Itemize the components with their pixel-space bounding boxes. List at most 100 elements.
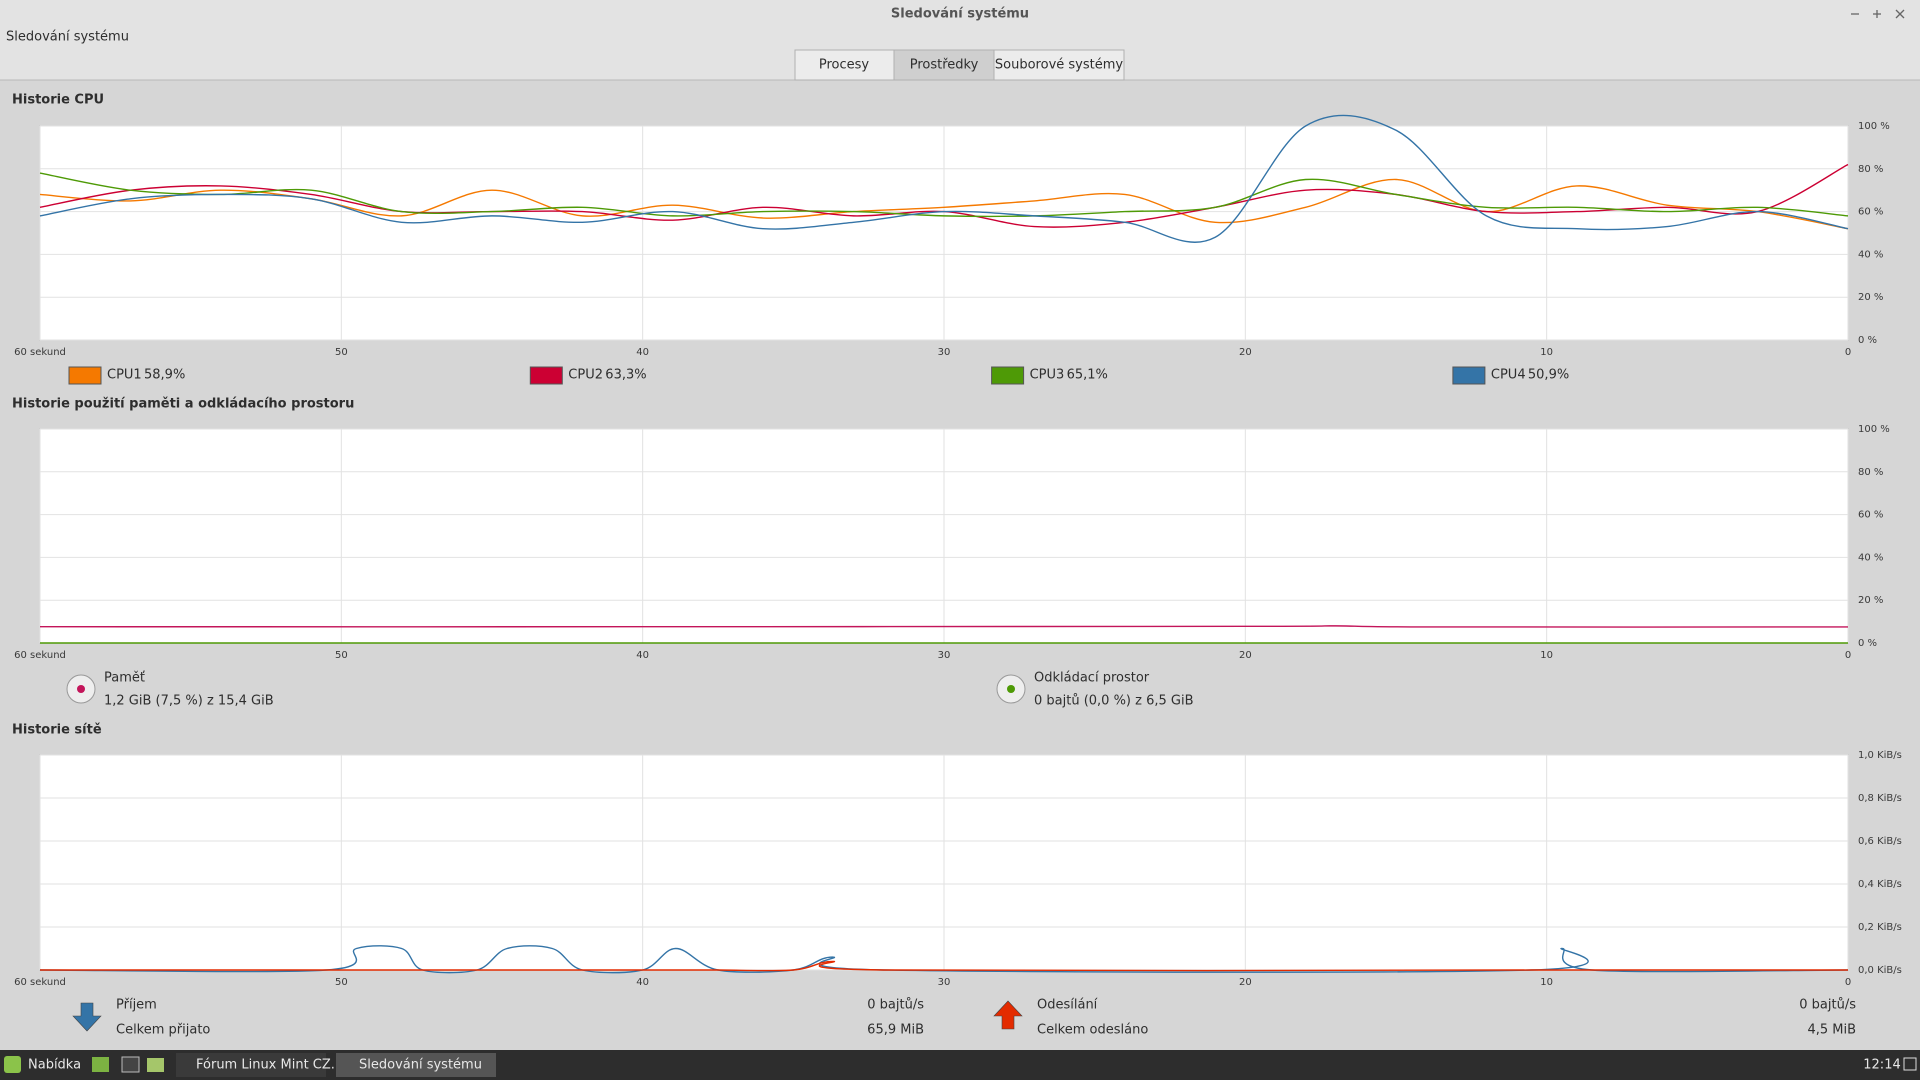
series-line [40, 960, 1848, 972]
x-tick-label: 0 [1845, 650, 1851, 661]
legend-reading: 0 bajtů (0,0 %) z 6,5 GiB [1034, 694, 1194, 709]
series-line [39, 625, 1849, 628]
series-line [39, 114, 1849, 243]
legend-rate: 0 bajtů/s [1799, 998, 1856, 1013]
task-button-active[interactable] [336, 1053, 496, 1077]
launcher[interactable] [121, 1056, 140, 1073]
legend-total-label: Celkem přijato [116, 1023, 210, 1038]
y-tick-label: 0,8 KiB/s [1858, 793, 1902, 804]
x-tick-label: 20 [1239, 347, 1252, 358]
x-tick-label: 50 [335, 650, 348, 661]
legend-name: CPU4 [1491, 368, 1526, 383]
x-tick-label: 30 [938, 347, 951, 358]
task-button[interactable] [176, 1053, 326, 1077]
legend-reading: 50,9% [1528, 368, 1569, 383]
y-tick-label: 0,4 KiB/s [1858, 879, 1902, 890]
legend-name: CPU3 [1030, 368, 1065, 383]
y-tick-label: 40 % [1858, 249, 1883, 260]
y-tick-label: 1,0 KiB/s [1858, 750, 1902, 761]
tab-label[interactable]: Prostředky [910, 58, 979, 73]
legend-name: Paměť [104, 671, 145, 686]
x-tick-label: 60 sekund [14, 650, 66, 661]
app-label: Sledování systému [6, 30, 129, 45]
window-controls[interactable] [1851, 9, 1905, 19]
y-tick-label: 0,6 KiB/s [1858, 836, 1902, 847]
y-tick-label: 100 % [1858, 121, 1890, 132]
x-tick-label: 60 sekund [14, 977, 66, 988]
x-tick-label: 40 [636, 977, 649, 988]
legend-rate: 0 bajtů/s [867, 998, 924, 1013]
y-tick-label: 100 % [1858, 424, 1890, 435]
legend-name: CPU2 [568, 368, 603, 383]
x-tick-label: 30 [938, 977, 951, 988]
x-tick-label: 20 [1239, 650, 1252, 661]
section-title: Historie CPU [12, 93, 104, 108]
legend-total: 4,5 MiB [1807, 1023, 1856, 1038]
legend-reading: 63,3% [605, 368, 646, 383]
legend-total: 65,9 MiB [867, 1023, 924, 1038]
y-tick-label: 20 % [1858, 595, 1883, 606]
legend-dot [77, 685, 85, 693]
legend-swatch [991, 366, 1025, 385]
series-line [39, 172, 1849, 218]
task-label[interactable]: Fórum Linux Mint CZ... [196, 1058, 343, 1073]
y-tick-label: 20 % [1858, 292, 1883, 303]
launcher[interactable] [92, 1057, 109, 1072]
legend-reading: 1,2 GiB (7,5 %) z 15,4 GiB [104, 694, 274, 709]
series-line [39, 945, 1849, 974]
x-tick-label: 20 [1239, 977, 1252, 988]
y-tick-label: 60 % [1858, 207, 1883, 218]
clock: 12:14 [1863, 1058, 1900, 1073]
tab-active[interactable] [893, 49, 995, 81]
taskbar: Nabídka Fórum Linux Mint CZ... Sledování… [0, 1050, 1920, 1080]
legend-reading: 58,9% [144, 368, 185, 383]
y-tick-label: 0,2 KiB/s [1858, 922, 1902, 933]
tab-label[interactable]: Souborové systémy [995, 58, 1123, 73]
tabs: Procesy Prostředky Souborové systémy [794, 49, 1125, 81]
legend-name: CPU1 [107, 368, 142, 383]
x-tick-label: 10 [1540, 977, 1553, 988]
y-tick-label: 0 % [1858, 638, 1877, 649]
y-tick-label: 80 % [1858, 164, 1883, 175]
tab[interactable] [993, 49, 1125, 81]
y-tick-label: 80 % [1858, 467, 1883, 478]
legend-swatch [1452, 366, 1486, 385]
legend-arrow [72, 1002, 102, 1032]
legend-name: Příjem [116, 998, 157, 1013]
x-tick-label: 10 [1540, 650, 1553, 661]
x-tick-label: 60 sekund [14, 347, 66, 358]
x-tick-label: 30 [938, 650, 951, 661]
y-tick-label: 0,0 KiB/s [1858, 965, 1902, 976]
legend-total-label: Celkem odesláno [1037, 1023, 1148, 1038]
tab-label[interactable]: Procesy [819, 58, 870, 73]
task-label[interactable]: Sledování systému [359, 1058, 482, 1073]
legend-swatch [68, 366, 102, 385]
x-tick-label: 0 [1845, 347, 1851, 358]
menu-icon[interactable] [4, 1056, 21, 1073]
legend-reading: 65,1% [1067, 368, 1108, 383]
window-title: Sledování systému [891, 7, 1029, 22]
legend-swatch [529, 366, 563, 385]
section-title: Historie sítě [12, 723, 102, 738]
legend-arrow [993, 1000, 1023, 1030]
x-tick-label: 0 [1845, 977, 1851, 988]
legend-dot [1007, 685, 1015, 693]
series-line [39, 178, 1849, 230]
x-tick-label: 50 [335, 977, 348, 988]
x-tick-label: 40 [636, 347, 649, 358]
y-tick-label: 40 % [1858, 552, 1883, 563]
x-tick-label: 10 [1540, 347, 1553, 358]
y-tick-label: 60 % [1858, 510, 1883, 521]
legend-name: Odesílání [1037, 998, 1098, 1013]
y-tick-label: 0 % [1858, 335, 1877, 346]
section-title: Historie použití paměti a odkládacího pr… [12, 397, 354, 412]
legend-name: Odkládací prostor [1034, 671, 1150, 686]
launcher[interactable] [147, 1058, 164, 1072]
x-tick-label: 50 [335, 347, 348, 358]
show-desktop[interactable] [1903, 1057, 1917, 1071]
x-tick-label: 40 [636, 650, 649, 661]
menu-label[interactable]: Nabídka [28, 1058, 81, 1073]
